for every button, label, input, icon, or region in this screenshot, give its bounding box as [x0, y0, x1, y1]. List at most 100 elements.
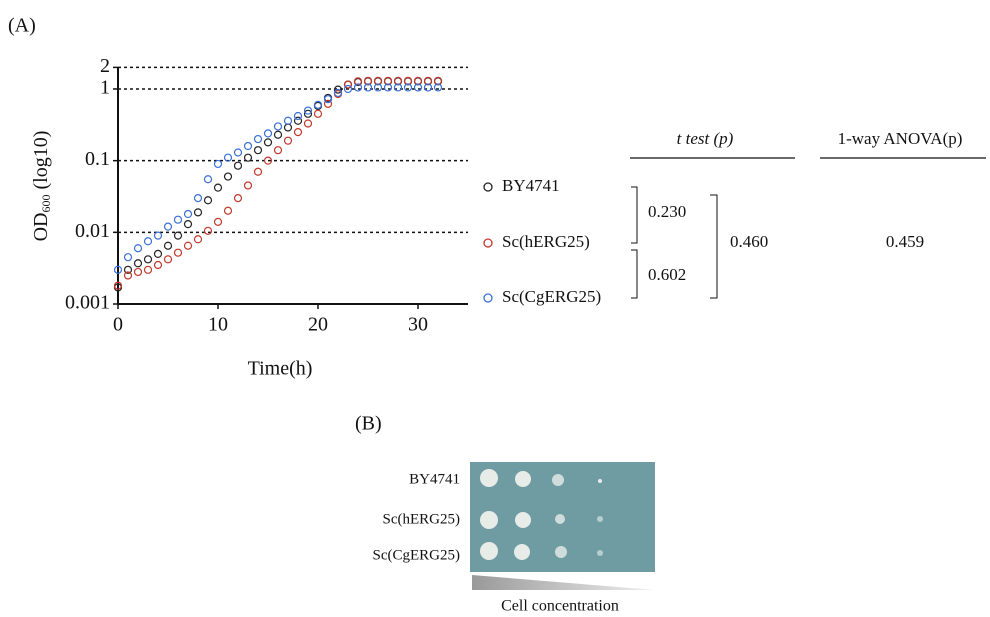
y-label-sub: 600	[39, 195, 53, 213]
data-point	[273, 146, 283, 155]
data-point	[243, 181, 253, 190]
column-header: 1-way ANOVA(p)	[838, 129, 963, 148]
data-point	[423, 83, 433, 92]
data-point	[433, 83, 443, 92]
data-point	[303, 119, 313, 128]
data-point	[333, 85, 343, 94]
data-point	[203, 196, 213, 205]
data-point	[383, 83, 393, 92]
data-point	[213, 159, 223, 169]
data-point	[303, 106, 313, 115]
data-point	[263, 138, 273, 147]
data-point	[183, 241, 193, 250]
data-point	[243, 141, 253, 151]
data-point	[153, 249, 163, 259]
data-point	[243, 153, 253, 162]
data-point	[173, 215, 183, 224]
legend-label: Sc(hERG25)	[502, 232, 590, 251]
data-point	[403, 83, 413, 92]
data-point	[413, 83, 423, 92]
x-tick-label: 10	[208, 314, 228, 336]
data-point	[353, 83, 363, 92]
y-tick-label: 0.01	[75, 220, 110, 242]
panel-label: (A)	[8, 15, 36, 37]
data-point	[183, 209, 193, 219]
data-point	[273, 122, 283, 131]
legend-label: BY4741	[502, 176, 560, 195]
data-point	[223, 206, 233, 215]
bracket	[631, 186, 638, 244]
data-point	[343, 84, 353, 94]
data-point	[133, 267, 143, 277]
data-point	[173, 231, 183, 240]
data-point	[193, 208, 203, 217]
p-value: 0.602	[648, 265, 686, 284]
data-point	[293, 111, 303, 121]
data-point	[153, 260, 163, 270]
data-point	[253, 167, 263, 176]
y-tick-label: 1	[100, 77, 110, 99]
data-point	[153, 231, 163, 240]
x-axis-label: Time(h)	[248, 358, 313, 380]
colonies	[480, 469, 603, 560]
legend-marker	[483, 293, 493, 303]
data-point	[233, 148, 243, 157]
data-point	[233, 194, 243, 203]
data-point	[113, 265, 123, 274]
data-point	[273, 130, 283, 139]
data-point	[133, 244, 143, 253]
data-point	[213, 183, 223, 192]
data-point	[123, 265, 133, 274]
data-point	[353, 77, 363, 86]
caption: Cell concentration	[501, 598, 619, 615]
data-point	[223, 153, 233, 162]
data-point	[283, 116, 293, 125]
data-point	[293, 116, 303, 125]
data-point	[113, 281, 123, 290]
data-point	[173, 248, 183, 257]
data-point	[293, 128, 303, 137]
row-label: Sc(hERG25)	[383, 511, 461, 527]
legend-marker	[483, 182, 493, 192]
y-tick-label: 2	[100, 55, 110, 77]
p-value: 0.230	[648, 202, 686, 221]
data-point	[203, 226, 213, 235]
data-point	[193, 194, 203, 203]
row-label: Sc(CgERG25)	[373, 547, 461, 563]
data-point	[163, 255, 173, 264]
legend-marker	[483, 238, 493, 248]
data-point	[123, 271, 133, 280]
p-value: 0.460	[730, 232, 768, 251]
data-point	[283, 136, 293, 145]
x-tick-label: 20	[308, 314, 328, 336]
y-tick-label: 0.001	[65, 292, 110, 314]
data-point	[253, 146, 263, 155]
data-point	[313, 100, 323, 109]
data-point	[323, 95, 333, 104]
data-point	[313, 109, 323, 118]
data-point	[123, 253, 133, 262]
data-point	[233, 161, 243, 170]
row-label: BY4741	[409, 471, 460, 487]
data-point	[143, 237, 153, 246]
data-point	[393, 83, 403, 92]
data-point	[133, 259, 143, 268]
bracket	[710, 194, 718, 299]
y-label-main: OD	[30, 213, 52, 242]
bracket	[631, 249, 638, 299]
data-point	[263, 156, 273, 165]
data-point	[143, 255, 153, 264]
data-point	[253, 134, 263, 144]
data-point	[143, 265, 153, 274]
y-tick-label: 0.1	[85, 148, 110, 170]
data-point	[283, 123, 293, 132]
data-point	[193, 235, 203, 244]
data-point	[363, 83, 373, 92]
data-point	[263, 129, 273, 138]
data-point	[183, 220, 193, 229]
data-point	[343, 80, 353, 89]
p-value: 0.459	[886, 232, 924, 251]
data-point	[163, 241, 173, 250]
data-point	[223, 172, 233, 181]
